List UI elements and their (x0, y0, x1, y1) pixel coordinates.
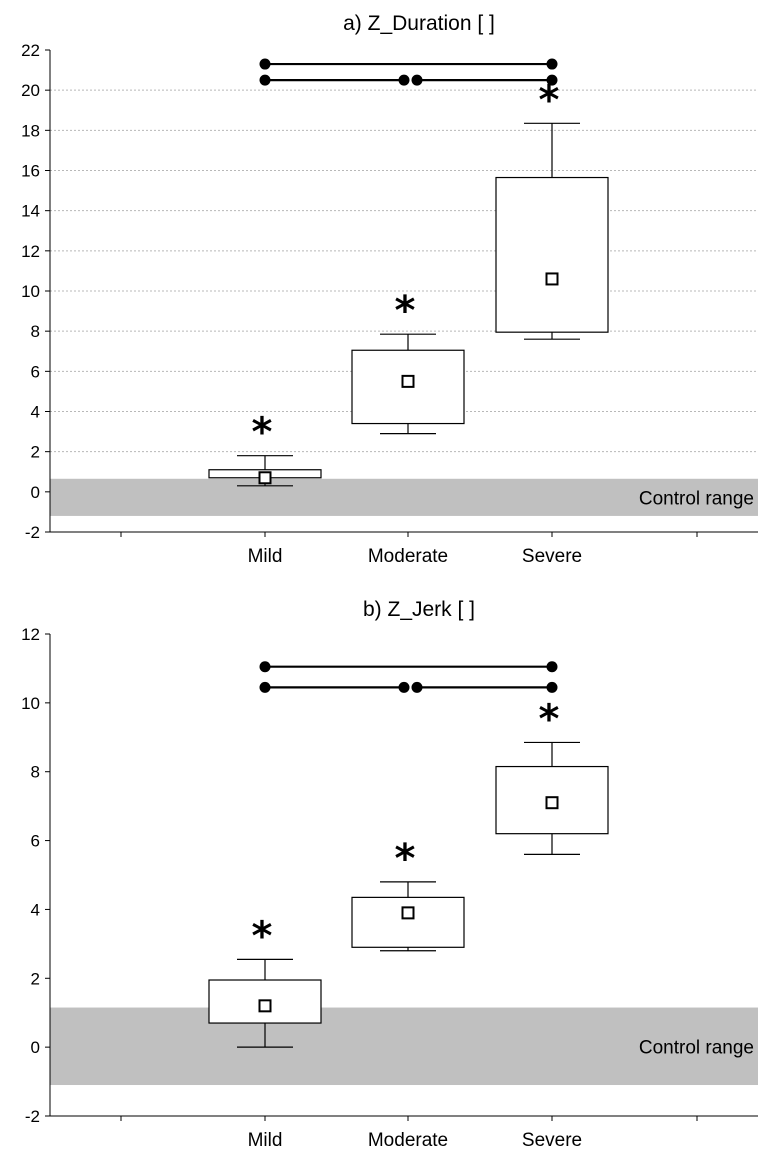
category-label: Severe (522, 546, 582, 567)
y-tick-label: 20 (21, 81, 40, 100)
y-tick-label: 12 (21, 242, 40, 261)
box-mild: * (208, 913, 322, 1048)
median-marker (401, 374, 415, 388)
comparison-bar (259, 58, 558, 70)
control-range-band (50, 478, 758, 516)
y-tick-label: 6 (31, 832, 40, 851)
comparison-dot (411, 74, 423, 86)
y-tick-label: 16 (21, 162, 40, 181)
box-body (495, 176, 609, 333)
y-tick-label: 8 (31, 763, 40, 782)
panel-z-jerk: b) Z_Jerk [ ] Control range -2 0 2 4 6 8 10 12 Mil… (21, 598, 758, 1149)
comparison-dot (398, 74, 410, 86)
y-tick-label: 4 (31, 900, 40, 919)
significance-asterisk: * (252, 410, 273, 456)
median-marker (545, 796, 559, 810)
comparison-bar (259, 681, 410, 693)
category-label: Moderate (368, 546, 448, 567)
significance-asterisk: * (539, 696, 560, 742)
y-tick-label: 10 (21, 282, 40, 301)
y-tick-label: 0 (31, 1038, 40, 1057)
comparison-dot (546, 681, 558, 693)
median-marker (258, 999, 272, 1013)
y-tick-label: 4 (31, 403, 40, 422)
comparison-bar (411, 681, 558, 693)
y-tick-label: -2 (25, 523, 40, 542)
median-marker (545, 272, 559, 286)
y-tick-label: 14 (21, 202, 40, 221)
comparison-dot (398, 681, 410, 693)
median-marker (258, 471, 272, 485)
box-body (351, 896, 465, 948)
comparison-bar (259, 661, 558, 673)
panel-z-duration: a) Z_Duration [ ] Control range -2 0 2 4 6 8 10 1… (21, 12, 758, 567)
y-tick-label: 10 (21, 694, 40, 713)
control-range-label: Control range (639, 488, 754, 509)
control-range-band (50, 1007, 758, 1086)
y-tick-label: 2 (31, 443, 40, 462)
y-tick-label: 22 (21, 41, 40, 60)
box-mild: * (208, 410, 322, 487)
comparison-dot (259, 58, 271, 70)
category-label: Mild (248, 1130, 283, 1149)
median-marker (401, 906, 415, 920)
comparison-dot (411, 681, 423, 693)
category-label: Mild (248, 546, 283, 567)
chart-title: b) Z_Jerk [ ] (363, 598, 475, 621)
y-tick-label: -2 (25, 1107, 40, 1126)
y-tick-label: 18 (21, 121, 40, 140)
y-tick-label: 6 (31, 362, 40, 381)
comparison-dot (259, 681, 271, 693)
category-label: Moderate (368, 1130, 448, 1149)
significance-asterisk: * (395, 836, 416, 882)
comparison-dot (546, 58, 558, 70)
significance-asterisk: * (539, 77, 560, 123)
box-severe: * (495, 696, 609, 855)
comparison-bar (259, 74, 410, 86)
box-moderate: * (351, 288, 465, 435)
y-tick-label: 0 (31, 483, 40, 502)
comparison-dot (546, 661, 558, 673)
y-tick-label: 8 (31, 322, 40, 341)
comparison-dot (259, 661, 271, 673)
box-moderate: * (351, 836, 465, 952)
comparison-dot (259, 74, 271, 86)
significance-asterisk: * (395, 288, 416, 334)
y-tick-label: 2 (31, 969, 40, 988)
significance-asterisk: * (252, 913, 273, 959)
comparison-bar (411, 74, 558, 86)
control-range-label: Control range (639, 1037, 754, 1058)
box-severe: * (495, 77, 609, 340)
comparison-dot (546, 74, 558, 86)
y-tick-label: 12 (21, 625, 40, 644)
chart-title: a) Z_Duration [ ] (343, 12, 495, 35)
category-label: Severe (522, 1130, 582, 1149)
